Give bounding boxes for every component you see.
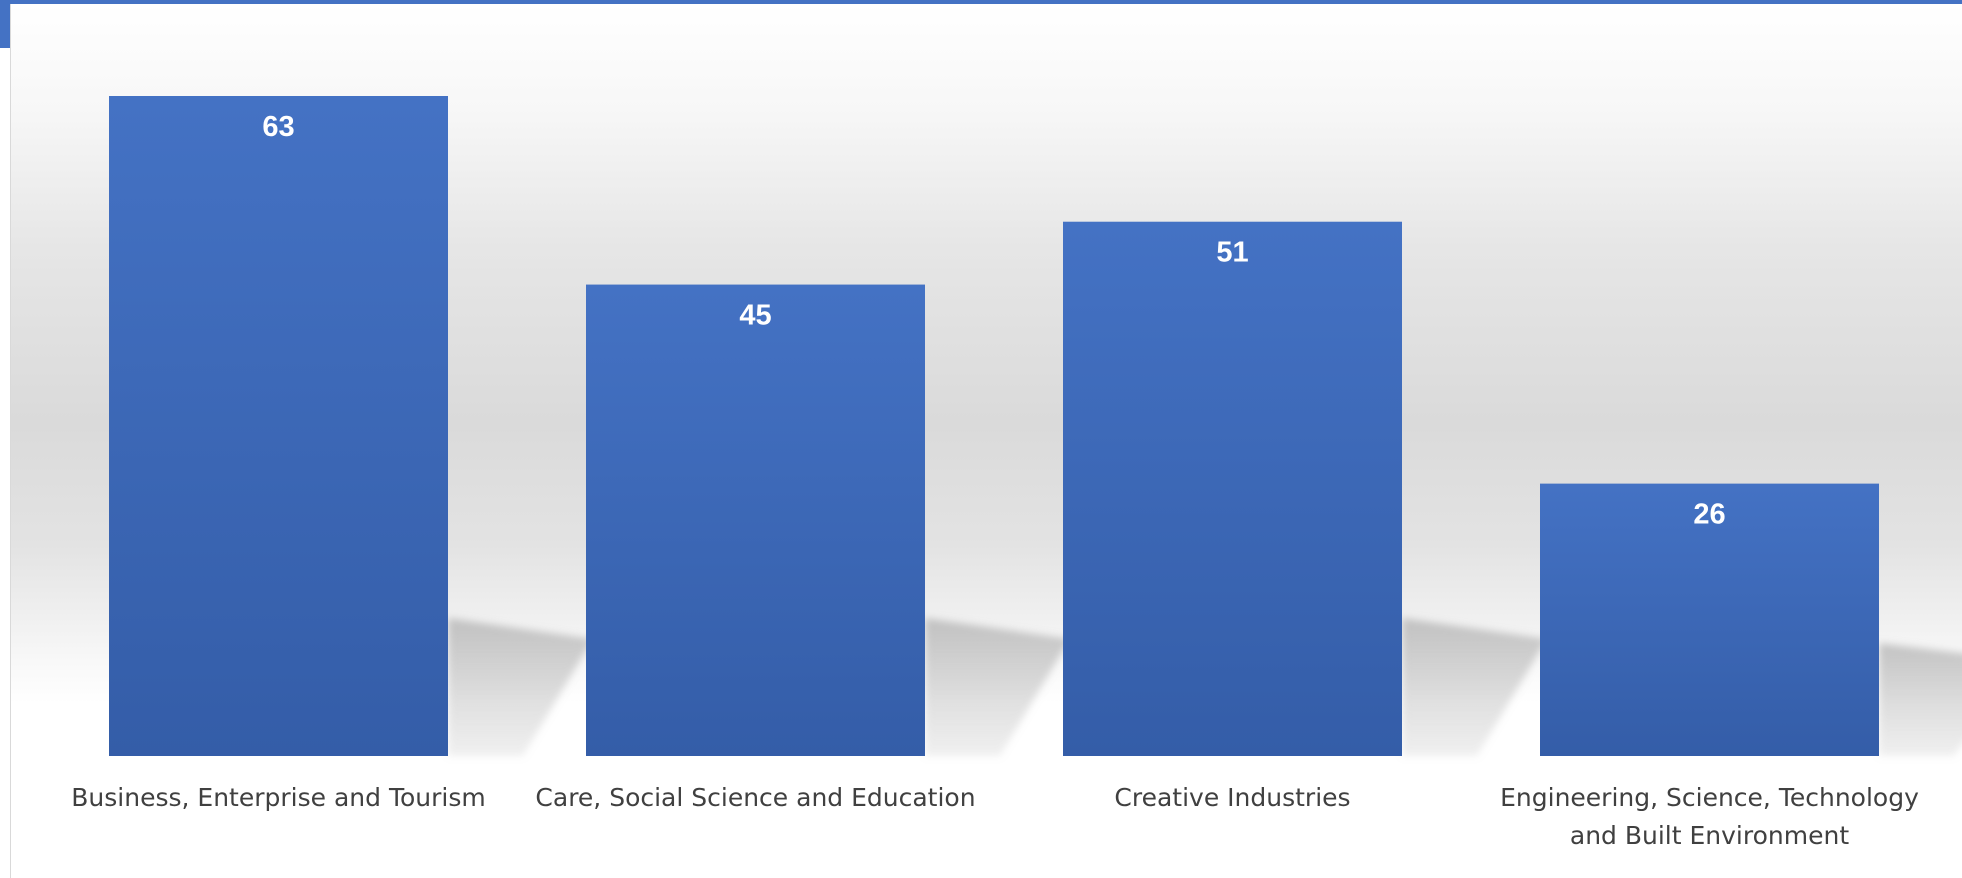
bar-shadow (1402, 618, 1547, 756)
data-label-4: 26 (1693, 499, 1725, 531)
bar-shadow (925, 618, 1070, 756)
category-label-3: Creative Industries (1114, 783, 1350, 812)
corner-accent-tab (0, 0, 11, 48)
chart-left-border (10, 4, 11, 878)
category-label-line: Engineering, Science, Technology (1500, 783, 1919, 812)
bar-shadows (448, 618, 1962, 756)
category-label-line: and Built Environment (1570, 821, 1849, 850)
bar-2 (586, 284, 925, 756)
category-label-line: Care, Social Science and Education (535, 783, 975, 812)
category-label-2: Care, Social Science and Education (535, 783, 975, 812)
bars-group (109, 96, 1879, 756)
data-label-1: 63 (262, 111, 294, 143)
bar-shadow (1879, 643, 1962, 756)
data-label-3: 51 (1216, 237, 1248, 269)
bar-1 (109, 96, 448, 756)
category-label-4: Engineering, Science, Technology and Buil… (1500, 783, 1919, 850)
category-label-line: Business, Enterprise and Tourism (71, 783, 485, 812)
bar-shadow (448, 618, 593, 756)
category-labels-group: Business, Enterprise and Tourism Care, So… (71, 783, 1919, 850)
bar-3 (1063, 221, 1402, 756)
top-accent-rule (0, 0, 1962, 4)
data-labels-group: 63 45 51 26 (262, 111, 1725, 531)
bar-4 (1540, 483, 1879, 756)
data-label-2: 45 (739, 300, 771, 332)
category-label-line: Creative Industries (1114, 783, 1350, 812)
category-label-1: Business, Enterprise and Tourism (71, 783, 485, 812)
